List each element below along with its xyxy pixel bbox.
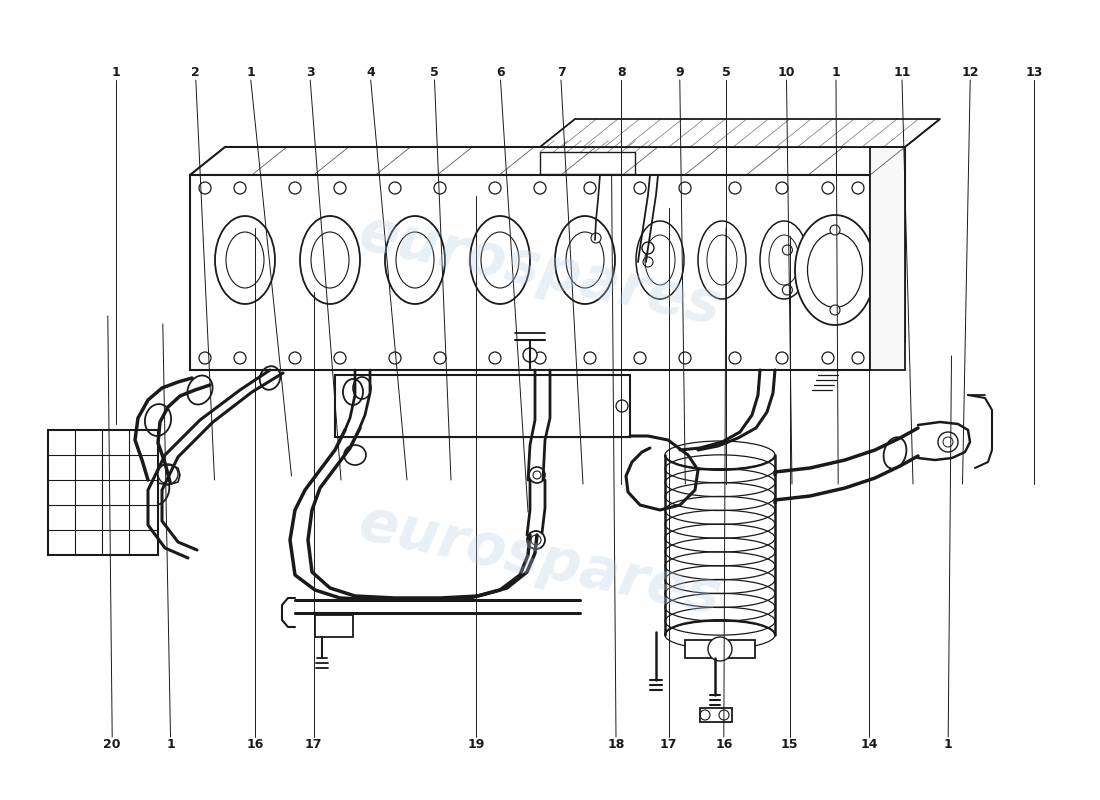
Text: 16: 16: [715, 738, 733, 751]
Text: 18: 18: [607, 738, 625, 751]
Circle shape: [334, 182, 346, 194]
Circle shape: [776, 352, 788, 364]
Circle shape: [830, 305, 840, 315]
Circle shape: [389, 352, 402, 364]
Circle shape: [642, 242, 654, 254]
Circle shape: [634, 182, 646, 194]
Circle shape: [679, 352, 691, 364]
Bar: [700, 708, 732, 722]
Bar: [190, 175, 870, 370]
Text: 8: 8: [617, 66, 626, 78]
Circle shape: [822, 182, 834, 194]
Circle shape: [158, 464, 178, 484]
Text: 1: 1: [944, 738, 953, 751]
Text: 10: 10: [778, 66, 795, 78]
Bar: [48, 430, 158, 555]
Text: 1: 1: [111, 66, 120, 78]
Polygon shape: [870, 147, 905, 370]
Bar: [540, 152, 635, 174]
Circle shape: [852, 352, 864, 364]
Circle shape: [729, 182, 741, 194]
Circle shape: [584, 182, 596, 194]
Circle shape: [199, 182, 211, 194]
Text: 1: 1: [166, 738, 175, 751]
Circle shape: [729, 352, 741, 364]
Text: 4: 4: [366, 66, 375, 78]
Polygon shape: [190, 147, 905, 175]
Circle shape: [938, 432, 958, 452]
Circle shape: [782, 285, 792, 295]
Circle shape: [289, 182, 301, 194]
Circle shape: [708, 637, 732, 661]
Text: eurospares: eurospares: [353, 204, 726, 336]
Text: 11: 11: [893, 66, 911, 78]
Text: 17: 17: [660, 738, 678, 751]
Text: 3: 3: [306, 66, 315, 78]
Text: 5: 5: [722, 66, 730, 78]
Circle shape: [591, 233, 601, 243]
Text: 5: 5: [430, 66, 439, 78]
Text: 15: 15: [781, 738, 799, 751]
Text: 9: 9: [675, 66, 684, 78]
Circle shape: [434, 352, 446, 364]
Bar: [685, 640, 755, 658]
Circle shape: [782, 245, 792, 255]
Circle shape: [434, 182, 446, 194]
Text: 17: 17: [305, 738, 322, 751]
Circle shape: [679, 182, 691, 194]
Ellipse shape: [795, 215, 874, 325]
Circle shape: [529, 467, 544, 483]
Text: 1: 1: [832, 66, 840, 78]
Circle shape: [522, 348, 537, 362]
Circle shape: [289, 352, 301, 364]
Circle shape: [234, 182, 246, 194]
Circle shape: [490, 182, 500, 194]
Circle shape: [584, 352, 596, 364]
Text: 13: 13: [1025, 66, 1043, 78]
Circle shape: [334, 352, 346, 364]
Circle shape: [878, 245, 888, 255]
Bar: [315, 615, 353, 637]
Polygon shape: [870, 147, 905, 370]
Circle shape: [534, 471, 541, 479]
Polygon shape: [540, 119, 940, 147]
Text: 16: 16: [246, 738, 264, 751]
Text: 1: 1: [246, 66, 255, 78]
Circle shape: [389, 182, 402, 194]
Circle shape: [878, 285, 888, 295]
Text: 20: 20: [103, 738, 121, 751]
Text: 6: 6: [496, 66, 505, 78]
Circle shape: [234, 352, 246, 364]
Circle shape: [776, 182, 788, 194]
Text: 19: 19: [468, 738, 485, 751]
Circle shape: [534, 352, 546, 364]
Circle shape: [199, 352, 211, 364]
Circle shape: [822, 352, 834, 364]
Text: 14: 14: [860, 738, 878, 751]
Circle shape: [634, 352, 646, 364]
Bar: [336, 375, 630, 437]
Text: 7: 7: [557, 66, 565, 78]
Circle shape: [527, 531, 544, 549]
Circle shape: [616, 400, 628, 412]
Text: 12: 12: [961, 66, 979, 78]
Circle shape: [534, 182, 546, 194]
Text: 2: 2: [191, 66, 200, 78]
Text: eurospares: eurospares: [353, 494, 726, 626]
Circle shape: [852, 182, 864, 194]
Circle shape: [830, 225, 840, 235]
Circle shape: [490, 352, 500, 364]
